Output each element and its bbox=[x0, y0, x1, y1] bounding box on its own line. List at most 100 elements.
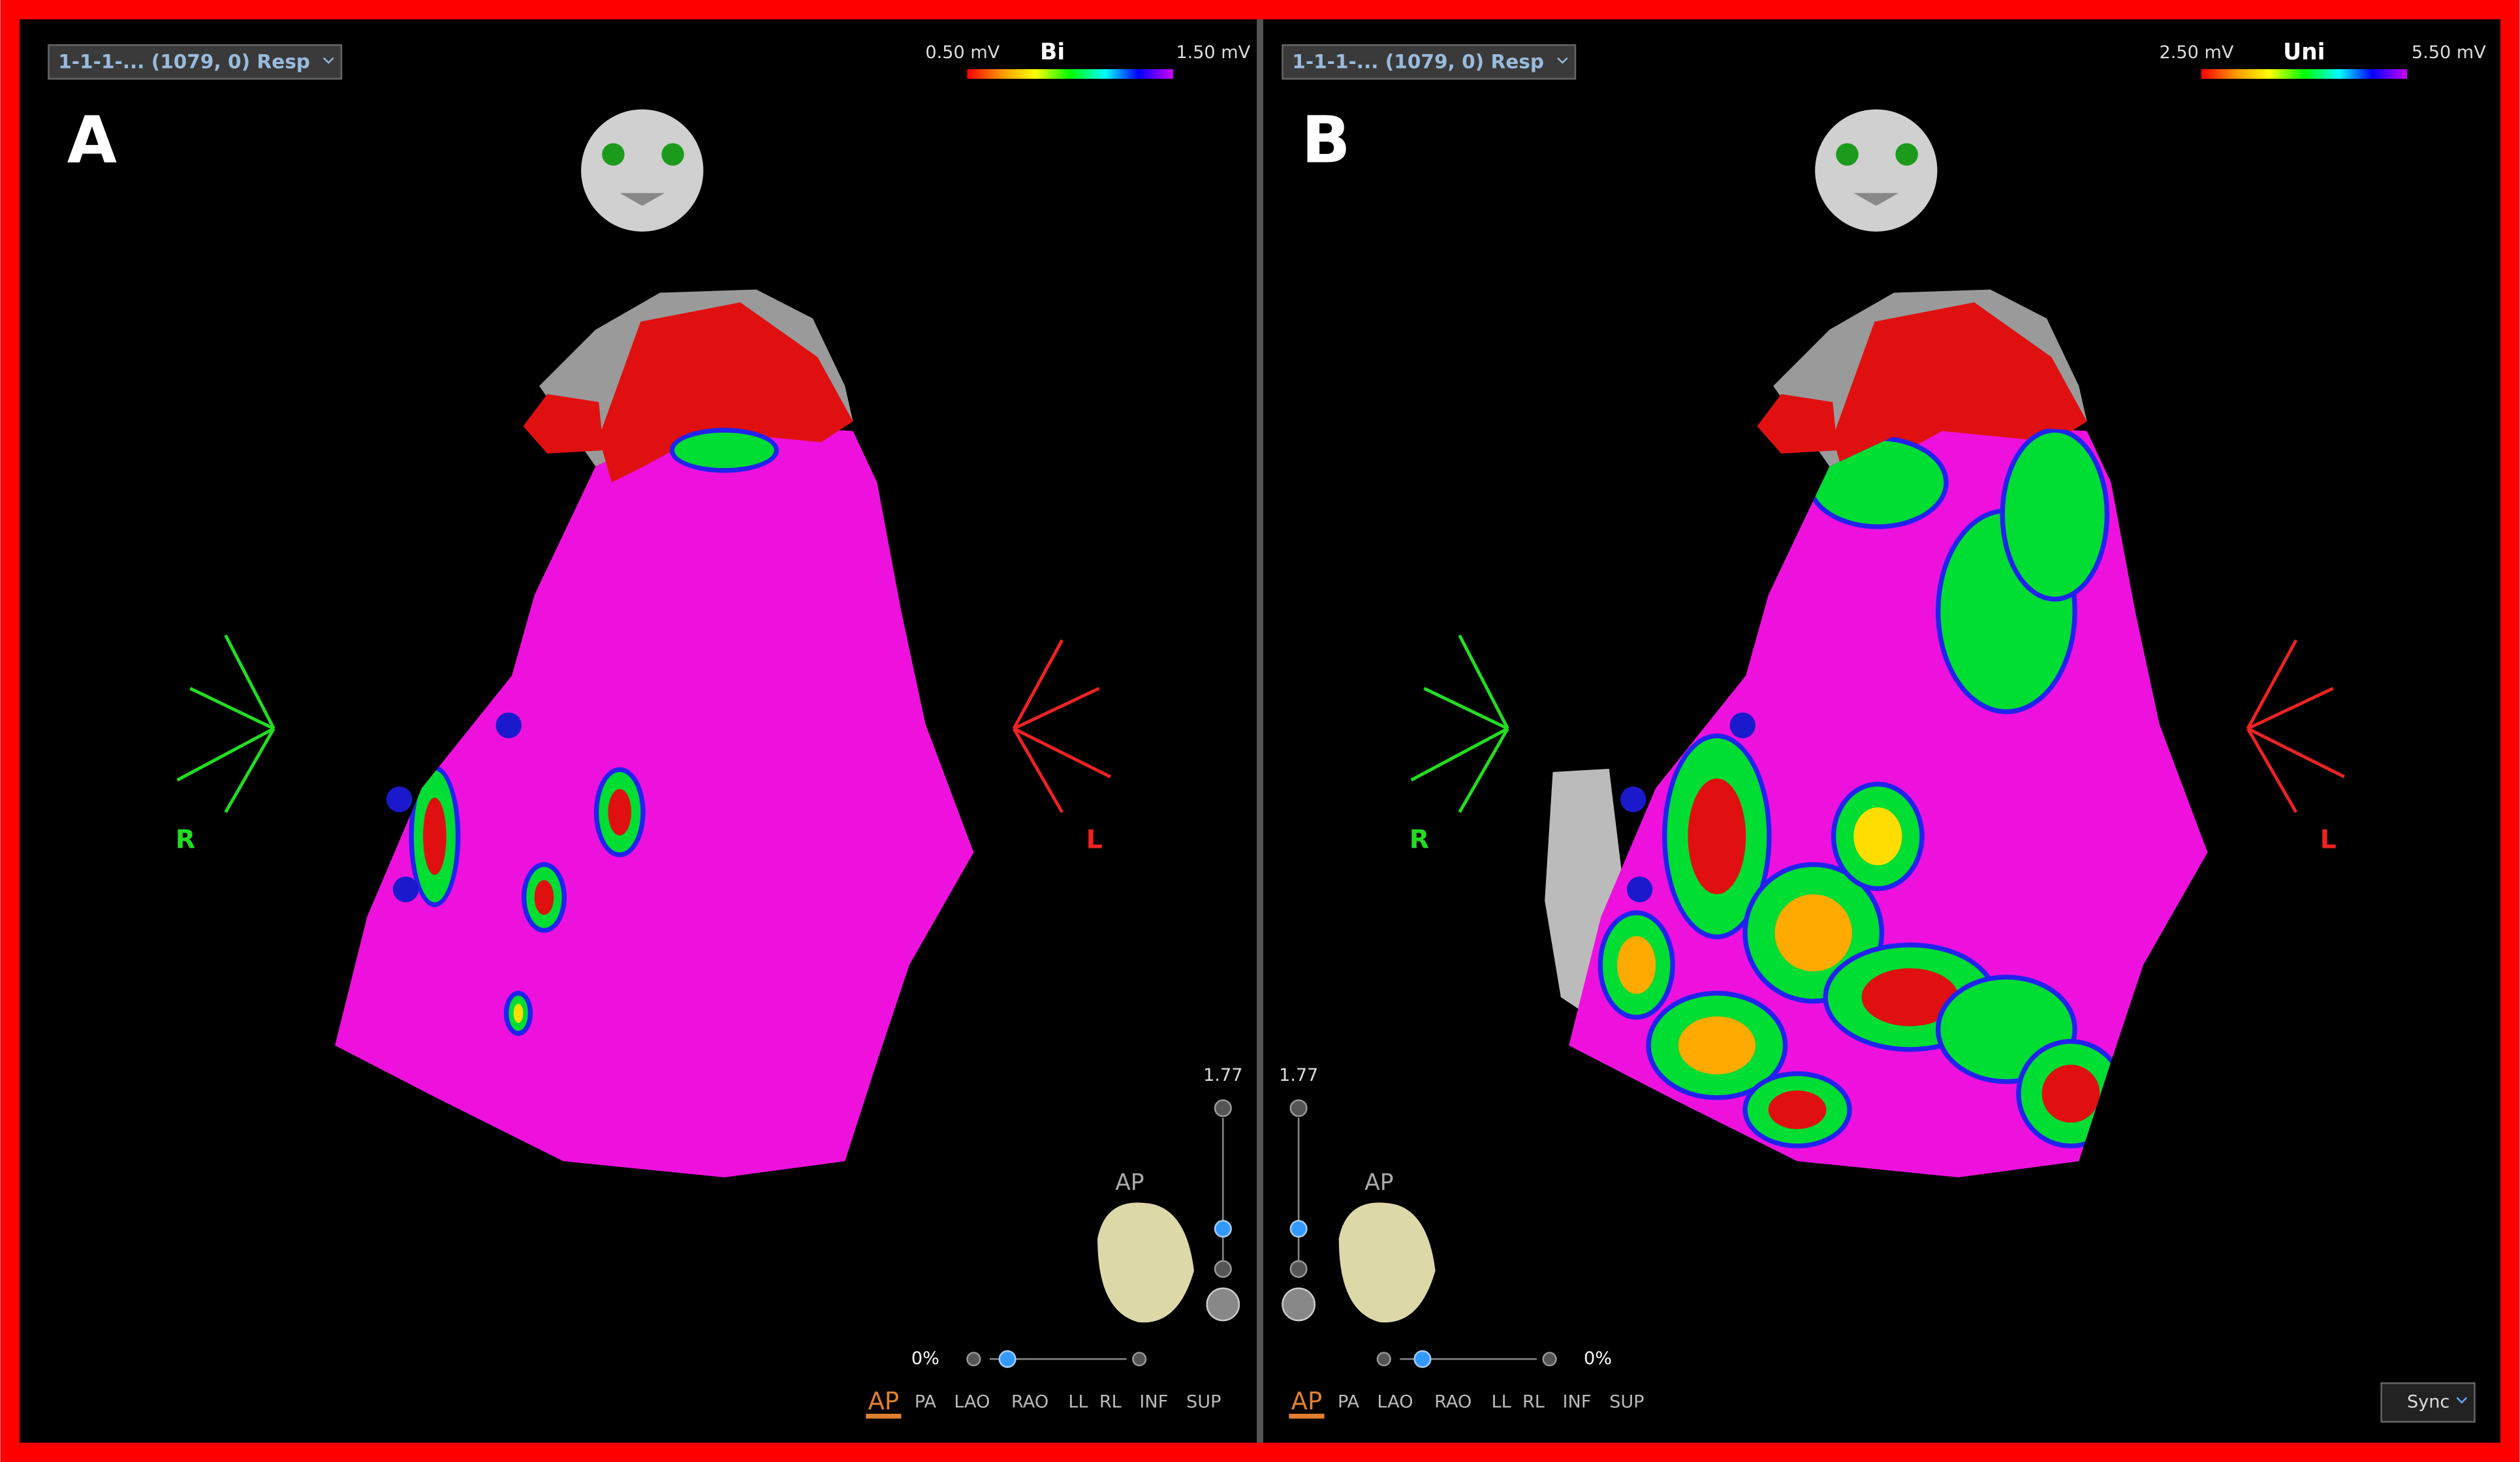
map-patch bbox=[1617, 936, 1656, 994]
map-patches bbox=[1598, 428, 2126, 1149]
map-panel: 1-1-1-... (1079, 0) Resp 2.50 mV Uni 5.50 m… bbox=[1279, 39, 2486, 1419]
map-body bbox=[335, 421, 974, 1177]
view-button[interactable]: LAO bbox=[1377, 1392, 1413, 1412]
map-patch bbox=[1768, 1090, 1827, 1129]
axis-right bbox=[1423, 687, 1509, 730]
axis-right bbox=[1458, 634, 1509, 730]
map-appendage bbox=[1757, 394, 1838, 454]
map-top bbox=[599, 302, 853, 483]
map-patch bbox=[1853, 807, 1902, 865]
map-top bbox=[1833, 302, 2087, 483]
color-bar bbox=[967, 69, 1173, 79]
dropdown-caret bbox=[1557, 57, 1568, 64]
scale-mode: Bi bbox=[1040, 39, 1065, 65]
catheter-marker bbox=[386, 786, 413, 813]
view-button[interactable]: SUP bbox=[1186, 1392, 1221, 1412]
zoom-plus[interactable] bbox=[1214, 1099, 1232, 1117]
face-eye bbox=[602, 143, 625, 166]
face-eye bbox=[661, 143, 684, 166]
heart-icon bbox=[1338, 1202, 1436, 1323]
view-label: AP bbox=[1364, 1170, 1393, 1196]
catheter-marker bbox=[1620, 786, 1646, 813]
map-panel: 1-1-1-... (1079, 0) Resp 0.50 mV Bi 1.50 mV… bbox=[48, 39, 1251, 1419]
axis-right bbox=[176, 727, 275, 782]
axis-left bbox=[2246, 687, 2334, 730]
dropdown[interactable] bbox=[1282, 44, 1577, 80]
view-button[interactable]: RAO bbox=[1434, 1392, 1472, 1412]
axis-right bbox=[1458, 728, 1509, 813]
view-underline bbox=[866, 1414, 902, 1419]
view-button[interactable]: INF bbox=[1563, 1392, 1592, 1412]
zoom-minus[interactable] bbox=[1289, 1260, 1308, 1278]
view-button[interactable]: SUP bbox=[1609, 1392, 1644, 1412]
right-label: R bbox=[1410, 824, 1429, 854]
axis-right bbox=[1410, 727, 1509, 782]
zoom-knob[interactable] bbox=[1214, 1220, 1232, 1238]
dropdown[interactable] bbox=[48, 44, 343, 80]
rotation-plus[interactable] bbox=[1132, 1352, 1147, 1367]
scale-max: 5.50 mV bbox=[2412, 42, 2486, 63]
face-nose bbox=[620, 193, 665, 206]
face-icon bbox=[1815, 109, 1938, 232]
reset-button[interactable] bbox=[1282, 1287, 1316, 1322]
panel-label: A bbox=[67, 104, 117, 178]
catheter-marker bbox=[1729, 712, 1756, 739]
catheter-marker bbox=[1626, 877, 1653, 903]
axis-left bbox=[1012, 728, 1064, 813]
map-patch bbox=[608, 788, 631, 835]
rotation-minus[interactable] bbox=[966, 1352, 981, 1367]
map-appendage bbox=[523, 394, 604, 454]
map-patch bbox=[1774, 894, 1852, 972]
face-icon bbox=[581, 109, 704, 232]
zoom-value: 1.77 bbox=[1203, 1065, 1242, 1085]
map-patches bbox=[409, 428, 780, 1036]
zoom-plus[interactable] bbox=[1289, 1099, 1308, 1117]
view-button[interactable]: PA bbox=[915, 1392, 937, 1412]
face-nose bbox=[1853, 193, 1899, 206]
zoom-knob[interactable] bbox=[1289, 1220, 1308, 1238]
right-label: R bbox=[176, 824, 195, 854]
view-button[interactable]: RL bbox=[1099, 1392, 1122, 1412]
voltage-map bbox=[335, 289, 974, 1177]
view-button[interactable]: LL bbox=[1492, 1392, 1511, 1412]
heart-icon bbox=[1097, 1202, 1194, 1323]
rotation-plus[interactable] bbox=[1542, 1352, 1557, 1367]
dropdown-caret bbox=[323, 57, 334, 64]
panels: 1-1-1-... (1079, 0) Resp 0.50 mV Bi 1.50 mV… bbox=[48, 39, 2486, 1419]
map-patch bbox=[1688, 778, 1746, 895]
view-button[interactable]: AP bbox=[868, 1387, 900, 1415]
axis-left bbox=[2246, 727, 2346, 779]
map-patch bbox=[2041, 1065, 2100, 1123]
view-button[interactable]: PA bbox=[1338, 1392, 1360, 1412]
color-bar bbox=[2201, 69, 2408, 79]
zoom-minus[interactable] bbox=[1214, 1260, 1232, 1278]
view-button[interactable]: LL bbox=[1068, 1392, 1088, 1412]
view-label: AP bbox=[1115, 1170, 1144, 1196]
scale-min: 2.50 mV bbox=[2160, 42, 2234, 63]
axis-left bbox=[2246, 728, 2298, 813]
sync-caret bbox=[2456, 1397, 2468, 1404]
rotation-minus[interactable] bbox=[1376, 1352, 1391, 1367]
reset-button[interactable] bbox=[1206, 1287, 1240, 1322]
map-patch bbox=[423, 798, 447, 875]
map-patch bbox=[1839, 458, 1917, 507]
view-button[interactable]: RAO bbox=[1011, 1392, 1048, 1412]
rotation-knob[interactable] bbox=[1413, 1350, 1432, 1368]
view-button[interactable]: AP bbox=[1291, 1387, 1323, 1415]
sync-button[interactable] bbox=[2380, 1382, 2476, 1423]
left-label: L bbox=[1086, 824, 1103, 854]
zoom-value: 1.77 bbox=[1279, 1065, 1318, 1085]
view-button[interactable]: RL bbox=[1522, 1392, 1545, 1412]
rotation-knob[interactable] bbox=[998, 1350, 1016, 1368]
axis-right bbox=[224, 728, 276, 813]
view-button[interactable]: LAO bbox=[954, 1392, 990, 1412]
rotation-value: 0% bbox=[1584, 1348, 1612, 1369]
axis-right bbox=[224, 634, 276, 730]
map-patch bbox=[2025, 466, 2084, 563]
view-button[interactable]: INF bbox=[1139, 1392, 1168, 1412]
catheter-marker bbox=[496, 712, 522, 739]
voltage-map bbox=[1545, 289, 2208, 1177]
axis-right bbox=[189, 687, 275, 730]
